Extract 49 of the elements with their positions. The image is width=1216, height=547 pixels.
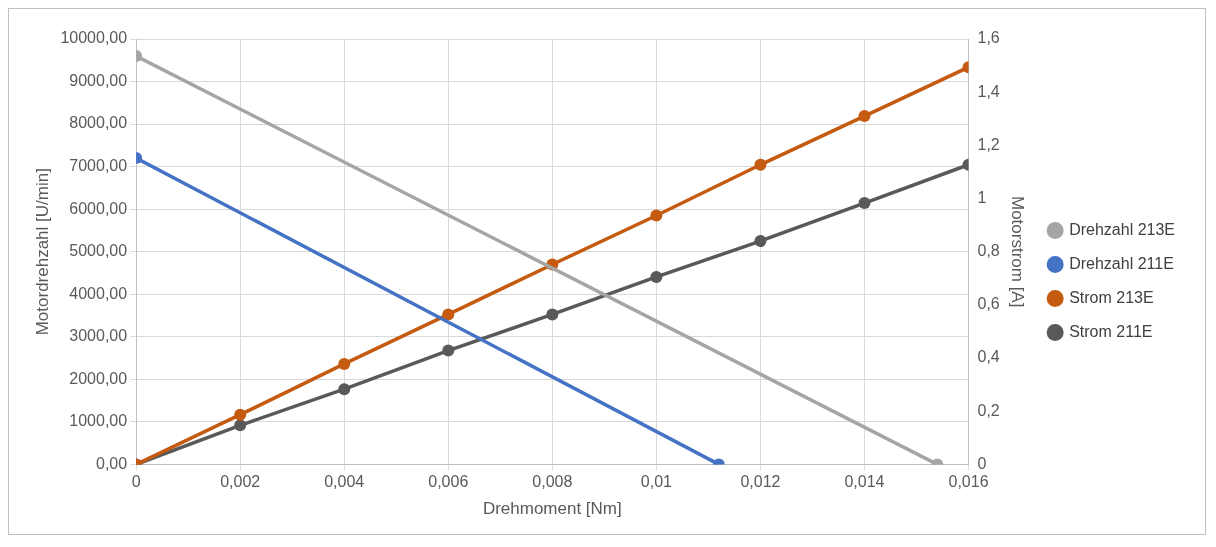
point <box>754 158 767 171</box>
y-tick-label: 8000,00 <box>69 114 128 132</box>
point <box>546 308 559 321</box>
y-axis-title: Motordrehzahl [U/min] <box>32 168 52 336</box>
point <box>754 235 767 248</box>
x-tick-label: 0,012 <box>740 473 781 491</box>
legend-label: Drehzahl 213E <box>1069 220 1175 238</box>
point <box>650 209 663 222</box>
x-tick-label: 0,002 <box>220 473 261 491</box>
point <box>338 357 351 370</box>
point <box>858 197 871 210</box>
y-tick-label: 3000,00 <box>69 327 128 345</box>
y2-tick-label: 1 <box>977 188 987 206</box>
x-tick-label: 0,004 <box>324 473 365 491</box>
legend-label: Strom 211E <box>1069 322 1153 340</box>
x-tick-label: 0,01 <box>640 473 673 491</box>
point <box>650 270 663 283</box>
y2-tick-label: 0,8 <box>977 242 1000 260</box>
y-tick-label: 7000,00 <box>69 157 128 175</box>
y-tick-label: 1000,00 <box>69 412 128 430</box>
x-tick-label: 0 <box>131 473 141 491</box>
point <box>442 344 455 357</box>
y2-tick-label: 1,2 <box>977 135 1000 153</box>
y2-tick-label: 0,2 <box>977 401 1000 419</box>
y-tick-label: 5000,00 <box>69 242 128 260</box>
point <box>234 408 247 421</box>
point <box>338 383 351 396</box>
x-tick-label: 0,008 <box>532 473 573 491</box>
y2-tick-label: 1,6 <box>977 29 1000 47</box>
y-tick-label: 2000,00 <box>69 369 128 387</box>
y-tick-label: 6000,00 <box>69 199 128 217</box>
legend-label: Drehzahl 211E <box>1069 254 1174 272</box>
x-tick-label: 0,006 <box>428 473 469 491</box>
x-axis-title: Drehmoment [Nm] <box>482 499 622 519</box>
y-tick-label: 0,00 <box>95 454 128 472</box>
x-tick-label: 0,014 <box>844 473 885 491</box>
legend-label: Strom 213E <box>1069 288 1154 306</box>
y2-tick-label: 0 <box>977 454 987 472</box>
y2-tick-label: 1,4 <box>977 82 1000 100</box>
y-tick-label: 10000,00 <box>60 29 128 47</box>
y2-axis-title: Motorstrom [A] <box>1008 195 1028 308</box>
point <box>858 110 871 123</box>
y-tick-label: 4000,00 <box>69 284 128 302</box>
point <box>442 308 455 321</box>
y2-tick-label: 0,6 <box>977 295 1000 313</box>
point <box>234 419 247 432</box>
y-tick-label: 9000,00 <box>69 71 128 89</box>
y2-tick-label: 0,4 <box>977 348 1000 366</box>
x-tick-label: 0,016 <box>948 473 989 491</box>
